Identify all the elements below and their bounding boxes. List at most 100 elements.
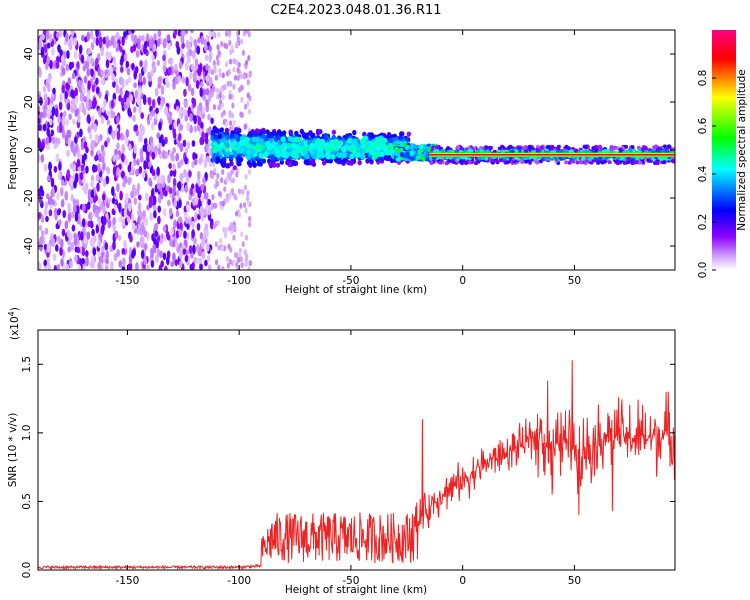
spectrogram-cell xyxy=(92,247,97,256)
spectrogram-cell xyxy=(167,174,171,184)
spectrogram-cell xyxy=(117,234,122,241)
spectrogram-cell xyxy=(66,50,70,59)
spectrogram-cell xyxy=(148,198,153,209)
spectrogram-cell xyxy=(101,193,106,201)
spectrogram-cell xyxy=(246,92,250,99)
spectrogram-cell xyxy=(128,143,132,152)
carrier-line xyxy=(429,154,675,156)
spectrogram-cell xyxy=(81,218,86,228)
spectrogram-cell xyxy=(47,83,51,93)
spectrogram-cell xyxy=(528,145,532,149)
spectrogram-cell xyxy=(396,148,402,153)
spectrogram-cell xyxy=(233,224,237,231)
spectrogram-cell xyxy=(157,147,161,155)
spectrogram-cell xyxy=(564,160,569,165)
spectrogram-cell xyxy=(168,116,172,125)
spectrogram-cell xyxy=(95,173,100,182)
spectrogram-cell xyxy=(425,157,430,162)
spectrogram-cell xyxy=(125,192,129,203)
spectrogram-cell xyxy=(156,59,161,67)
spectrogram-cell xyxy=(62,210,66,218)
spectrogram-cell xyxy=(196,243,200,254)
spectrogram-cell xyxy=(127,76,132,83)
spectrogram-cell xyxy=(219,127,224,133)
spectrogram-cell xyxy=(232,152,237,158)
spectrogram-x-label: Height of straight line (km) xyxy=(285,284,427,296)
spectrogram-cell xyxy=(43,92,48,102)
spectrogram-cell xyxy=(66,149,70,157)
spectrogram-cell xyxy=(116,166,120,176)
spectrogram-cell xyxy=(111,197,116,205)
spectrogram-cell xyxy=(133,70,137,80)
spectrogram-cell xyxy=(127,263,131,270)
spectrogram-cell xyxy=(60,199,65,208)
spectrogram-cell xyxy=(204,43,208,52)
spectrogram-cell xyxy=(197,116,202,126)
spectrogram-cell xyxy=(224,30,229,37)
spectrogram-cell xyxy=(341,147,347,153)
spectrogram-cell xyxy=(556,144,561,149)
spectrogram-cell xyxy=(559,149,564,154)
spectrogram-cell xyxy=(112,59,117,68)
spectrogram-cell xyxy=(193,125,198,133)
spectrogram-cell xyxy=(48,103,53,112)
spectrogram-cell xyxy=(69,176,74,187)
spectrogram-cell xyxy=(237,188,242,195)
spectrogram-cell xyxy=(128,110,133,117)
x-tick-label: -100 xyxy=(227,575,251,587)
spectrogram-cell xyxy=(85,256,89,267)
spectrogram-cell xyxy=(38,105,41,112)
spectrogram-cell xyxy=(173,30,178,37)
spectrogram-cell xyxy=(112,65,117,72)
spectrogram-cell xyxy=(57,173,62,181)
spectrogram-cell xyxy=(155,107,159,114)
spectrogram-cell xyxy=(228,93,232,100)
spectrogram-cell xyxy=(128,202,132,212)
spectrogram-cell xyxy=(205,99,209,108)
spectrogram-cell xyxy=(336,159,342,165)
spectrogram-cell xyxy=(184,184,189,194)
spectrogram-cell xyxy=(315,137,321,144)
spectrogram-cell xyxy=(184,254,189,263)
y-tick-label: -40 xyxy=(23,237,35,254)
spectrogram-cell xyxy=(118,216,123,223)
spectrogram-cell xyxy=(211,161,216,168)
spectrogram-cell xyxy=(205,242,210,252)
spectrogram-cell xyxy=(167,199,171,207)
spectrogram-cell xyxy=(188,245,193,254)
spectrogram-cell xyxy=(172,185,176,195)
spectrogram-x-ticks: -150 -100 -50 0 50 xyxy=(115,30,581,287)
spectrogram-cell xyxy=(186,141,191,149)
spectrogram-cell xyxy=(92,196,97,204)
spectrogram-cell xyxy=(389,157,395,164)
spectrogram-cell xyxy=(158,121,162,131)
spectrogram-cell xyxy=(74,109,79,117)
snr-series-line xyxy=(38,360,675,570)
spectrogram-cell xyxy=(134,89,139,99)
spectrogram-cell xyxy=(66,169,70,178)
spectrogram-cell xyxy=(368,135,374,141)
spectrogram-cell xyxy=(497,146,502,151)
spectrogram-cell xyxy=(60,258,64,267)
spectrogram-cell xyxy=(333,142,340,148)
spectrogram-cell xyxy=(238,147,245,154)
spectrogram-cell xyxy=(196,109,201,116)
spectrogram-cell xyxy=(169,238,173,247)
spectrogram-cell xyxy=(38,261,41,270)
figure-title: C2E4.2023.048.01.36.R11 xyxy=(270,3,441,18)
spectrogram-cell xyxy=(191,97,195,105)
snr-y-ticks: 0.00.51.01.5 xyxy=(21,356,675,578)
spectrogram-cell xyxy=(200,195,205,204)
spectrogram-cell xyxy=(76,205,80,215)
spectrogram-cell xyxy=(46,174,51,182)
spectrogram-cell xyxy=(100,255,104,265)
spectrogram-cell xyxy=(77,165,82,172)
spectrogram-cell xyxy=(365,140,371,147)
spectrogram-cell xyxy=(154,145,158,152)
spectrogram-cell xyxy=(189,113,193,122)
spectrogram-cell xyxy=(116,130,121,141)
spectrogram-cell xyxy=(170,227,175,236)
spectrogram-cell xyxy=(204,136,209,145)
spectrogram-cell xyxy=(136,209,141,217)
spectrogram-cell xyxy=(210,117,214,125)
